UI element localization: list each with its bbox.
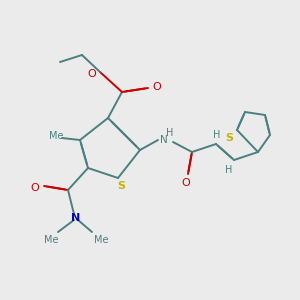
Text: Me: Me (94, 235, 108, 245)
Text: H: H (166, 128, 174, 138)
Text: O: O (31, 183, 39, 193)
Text: Me: Me (44, 235, 58, 245)
Text: O: O (153, 82, 161, 92)
Text: N: N (71, 213, 81, 223)
Text: H: H (213, 130, 221, 140)
Text: O: O (88, 69, 96, 79)
Text: H: H (225, 165, 233, 175)
Text: N: N (160, 135, 168, 145)
Text: Me: Me (49, 131, 63, 141)
Text: S: S (117, 181, 125, 191)
Text: S: S (225, 133, 233, 143)
Text: O: O (182, 178, 190, 188)
